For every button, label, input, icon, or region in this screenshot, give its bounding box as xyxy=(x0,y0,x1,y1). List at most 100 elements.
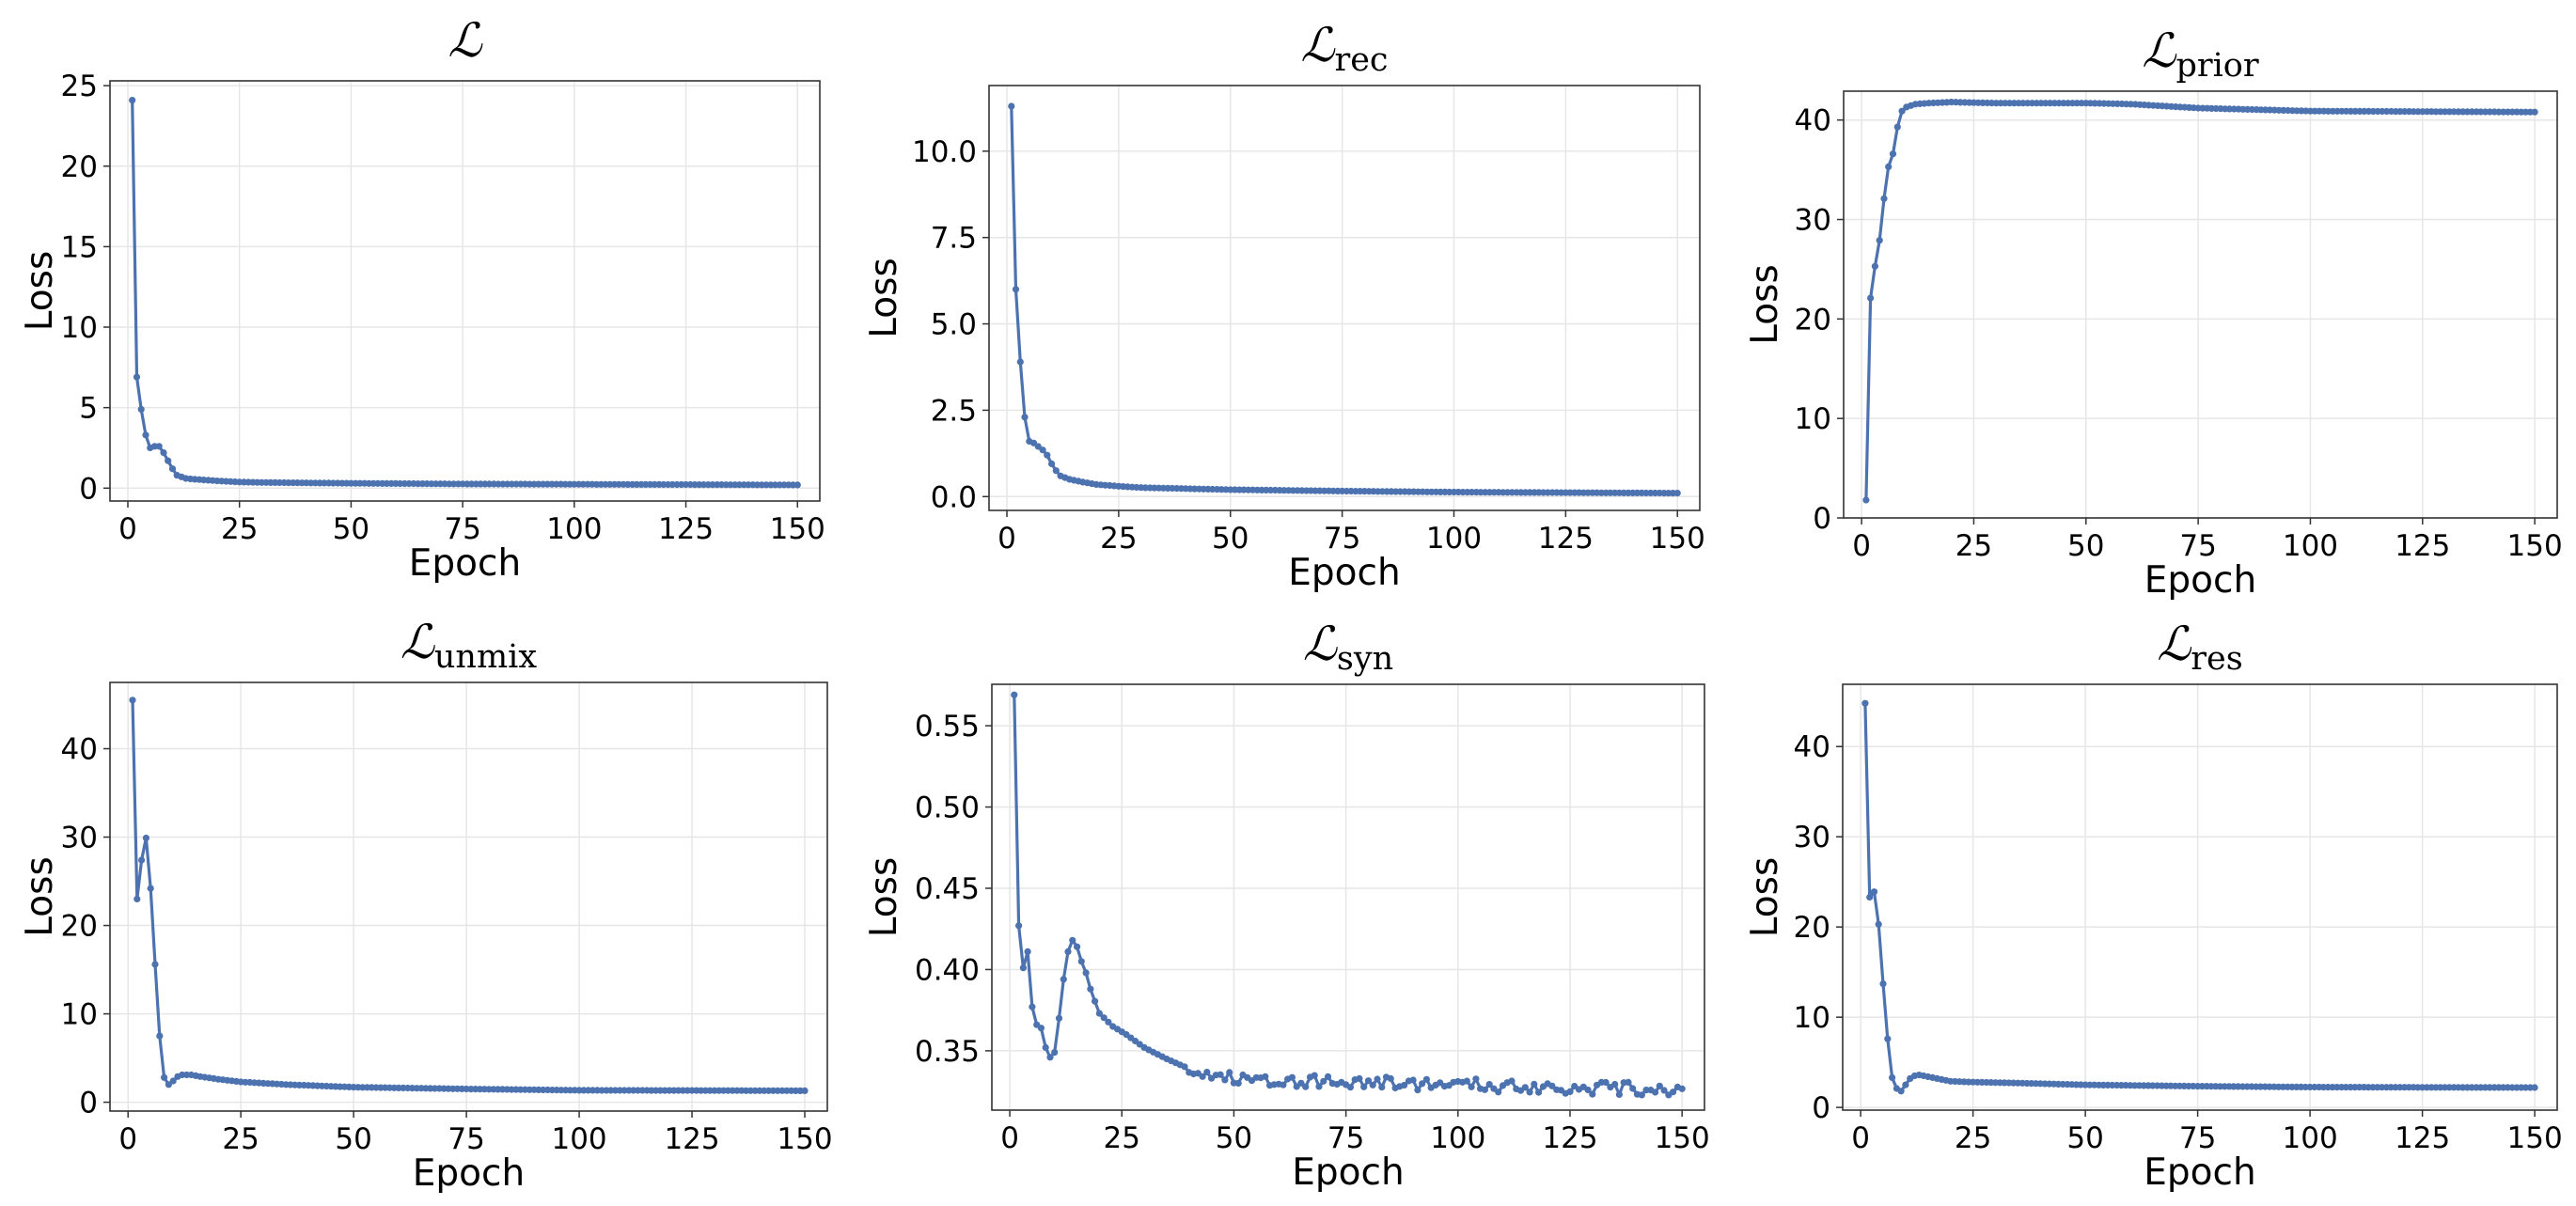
data-point xyxy=(1548,1082,1556,1089)
data-point xyxy=(1638,1091,1645,1099)
data-point xyxy=(1092,997,1099,1005)
data-point xyxy=(1409,1076,1417,1084)
data-point xyxy=(1315,1083,1323,1090)
x-tick-label: 50 xyxy=(335,1122,371,1156)
data-point xyxy=(1879,980,1887,988)
data-point xyxy=(1401,1081,1408,1089)
x-axis-label: Epoch xyxy=(1292,1151,1404,1194)
x-tick-label: 75 xyxy=(1324,522,1360,556)
data-point xyxy=(1019,964,1027,972)
data-point xyxy=(1885,163,1893,170)
y-tick-label: 40 xyxy=(1795,104,1831,138)
y-axis-label: Loss xyxy=(1744,264,1786,345)
data-point xyxy=(1485,1081,1493,1089)
x-tick-label: 150 xyxy=(770,512,825,546)
data-point xyxy=(1226,1069,1233,1076)
subplot-2: 0 25 50 75 100 125 150 0 10 20 30 40 Epoch Loss ℒprior xyxy=(1744,23,2563,602)
chart-title-symbol: ℒ xyxy=(1303,617,1338,671)
data-point xyxy=(1042,1043,1049,1051)
data-point xyxy=(1531,1080,1538,1088)
data-point xyxy=(1346,1084,1354,1091)
data-point xyxy=(1048,460,1056,467)
data-point xyxy=(1052,467,1060,475)
data-point xyxy=(1012,286,1020,293)
data-point xyxy=(1870,888,1878,896)
data-point xyxy=(1015,922,1023,930)
data-point xyxy=(1602,1078,1610,1087)
x-tick-label: 125 xyxy=(658,512,714,546)
x-tick-label: 150 xyxy=(1655,1121,1710,1155)
plot-frame xyxy=(1842,683,2558,1111)
data-point xyxy=(165,457,172,464)
x-tick-label: 150 xyxy=(2507,529,2563,563)
data-point xyxy=(1652,1089,1659,1096)
y-tick-label: 0 xyxy=(79,1087,98,1120)
x-tick-label: 25 xyxy=(1956,529,1992,563)
plot-frame xyxy=(109,681,828,1112)
data-point xyxy=(1535,1089,1543,1096)
y-axis-label: Loss xyxy=(19,251,61,332)
y-tick-label: 10 xyxy=(61,311,98,345)
x-tick-label: 125 xyxy=(2395,529,2450,563)
y-tick-label: 15 xyxy=(61,230,98,264)
data-point xyxy=(1615,1090,1623,1098)
y-tick-label: 7.5 xyxy=(931,222,977,256)
x-axis-label: Epoch xyxy=(409,542,521,585)
data-point xyxy=(1387,1074,1394,1083)
data-point xyxy=(1280,1081,1287,1089)
x-tick-label: 25 xyxy=(221,512,258,546)
data-point xyxy=(1378,1084,1386,1091)
data-point xyxy=(1064,948,1072,956)
data-point xyxy=(1508,1077,1516,1085)
x-axis-label: Epoch xyxy=(413,1152,525,1195)
chart-title-symbol: ℒ xyxy=(2157,617,2191,671)
data-point xyxy=(1320,1077,1327,1085)
series-line xyxy=(1864,100,2536,501)
data-point xyxy=(1311,1072,1318,1079)
x-tick-label: 50 xyxy=(333,512,369,546)
chart-title-subscript: res xyxy=(2191,640,2242,678)
y-tick-label: 10.0 xyxy=(912,135,977,169)
y-axis-label: Loss xyxy=(1744,857,1786,938)
data-point xyxy=(1356,1074,1363,1082)
x-tick-label: 50 xyxy=(2066,1121,2103,1155)
y-tick-label: 10 xyxy=(61,998,98,1032)
y-tick-label: 10 xyxy=(1794,1001,1830,1035)
x-tick-label: 25 xyxy=(1955,1121,1991,1155)
data-point xyxy=(1288,1073,1296,1081)
y-tick-label: 30 xyxy=(61,822,98,855)
y-tick-label: 0 xyxy=(1812,1091,1830,1125)
data-point xyxy=(1087,985,1094,993)
series-line xyxy=(131,100,798,487)
data-point xyxy=(1884,1035,1892,1042)
x-tick-label: 125 xyxy=(664,1122,719,1156)
data-point xyxy=(1414,1087,1422,1094)
x-tick-label: 75 xyxy=(2179,1121,2216,1155)
data-point xyxy=(1629,1085,1637,1092)
data-point xyxy=(1302,1083,1310,1090)
chart-title: ℒsyn xyxy=(1303,617,1393,678)
x-tick-label: 100 xyxy=(2283,529,2338,563)
x-tick-label: 0 xyxy=(1852,529,1871,563)
subplot-3: 0 25 50 75 100 125 150 0 10 20 30 40 Epoch Loss ℒunmix xyxy=(19,615,833,1195)
data-point xyxy=(129,97,136,104)
data-point xyxy=(1673,490,1681,497)
data-point xyxy=(1021,414,1029,421)
chart-title-symbol: ℒ xyxy=(448,13,482,68)
y-tick-label: 40 xyxy=(61,733,98,767)
chart-title-subscript: prior xyxy=(2175,47,2258,85)
data-point xyxy=(1468,1083,1475,1090)
data-point xyxy=(1360,1083,1368,1090)
chart-title: ℒres xyxy=(2157,617,2242,678)
data-point xyxy=(134,895,141,903)
data-point xyxy=(1584,1086,1592,1094)
data-point xyxy=(168,465,177,473)
data-point xyxy=(1419,1080,1426,1088)
data-point xyxy=(156,1032,164,1040)
data-point xyxy=(1046,1054,1054,1061)
data-point xyxy=(1217,1071,1224,1078)
chart-title: ℒunmix xyxy=(401,615,537,676)
y-tick-label: 5 xyxy=(79,392,98,426)
data-point xyxy=(1077,958,1085,965)
data-point xyxy=(1481,1086,1488,1093)
